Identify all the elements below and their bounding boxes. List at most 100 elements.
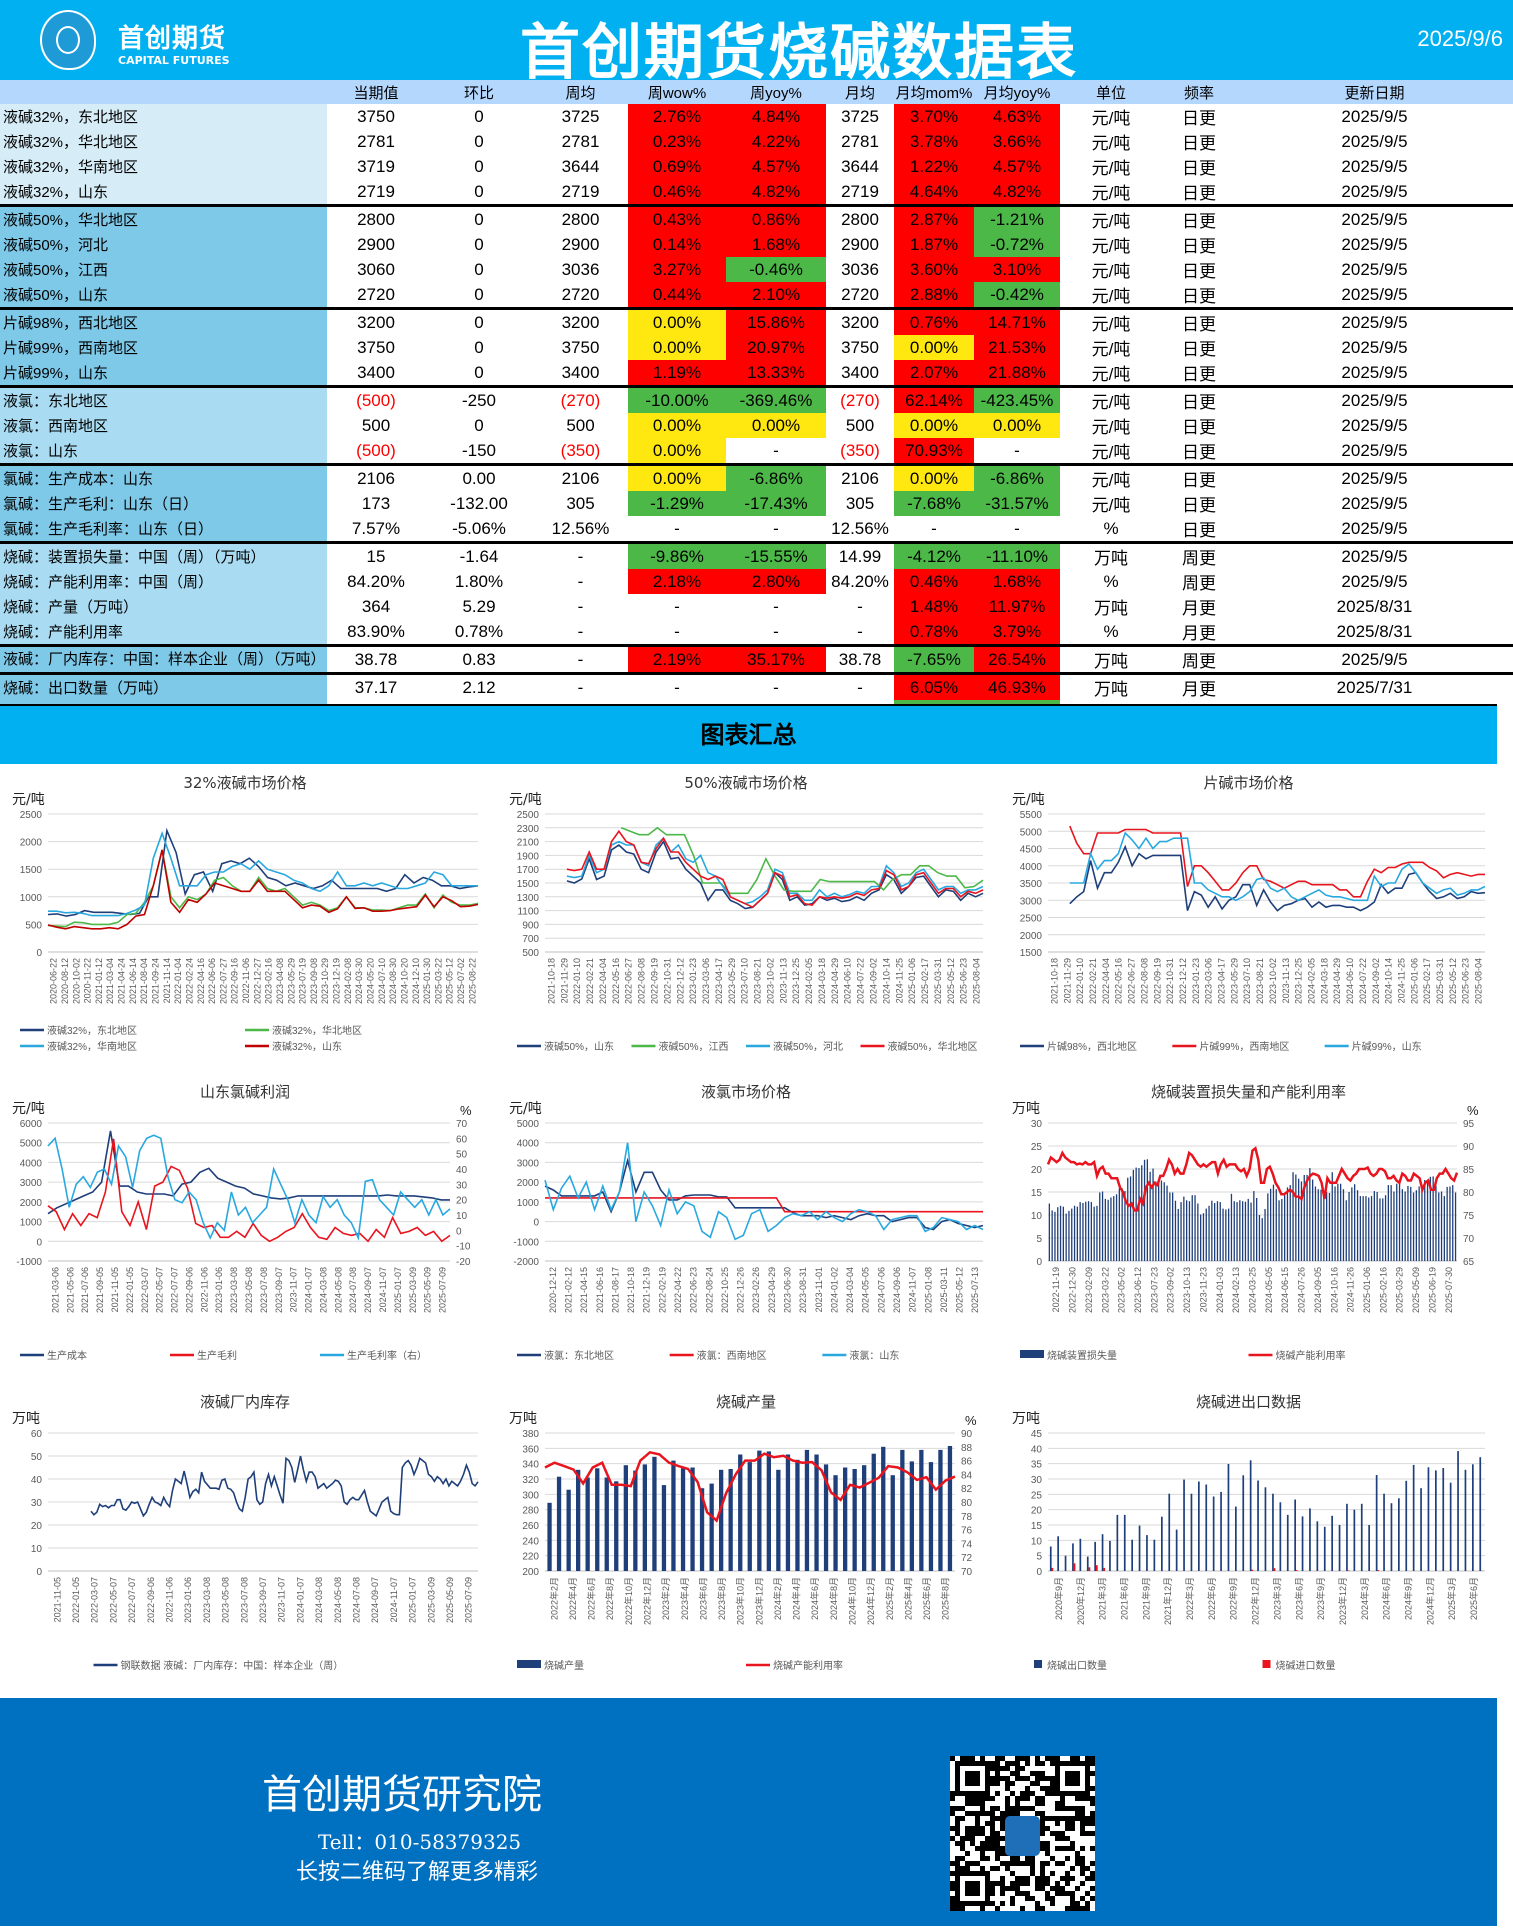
chart-title: 烧碱产量: [716, 1393, 776, 1411]
y-tick-label: 60: [31, 1429, 43, 1440]
bar-mark: [1356, 1190, 1359, 1261]
x-tick-label: 2025年3月: [1446, 1577, 1457, 1620]
x-tick-label: 2021-04-15: [579, 1267, 589, 1313]
bar-mark: [1298, 1178, 1300, 1261]
cell-name: 烧碱：出口数量（万吨）: [0, 672, 327, 700]
y-tick-label: 0: [36, 1237, 42, 1248]
legend-label: 液氯：东北地区: [544, 1349, 614, 1362]
table-row: 液碱50%，华北地区 2800 0 2800 0.43% 0.86% 2800 2.87% -1…: [0, 204, 1513, 232]
bar-mark: [1384, 1195, 1387, 1261]
x-tick-label: 2025-02-16: [1378, 1267, 1388, 1313]
cell-wow: 0.69%: [628, 154, 726, 179]
bar-mark: [623, 1465, 628, 1571]
x-tick-label: 2023-07-08: [239, 1577, 249, 1623]
bar-mark: [1093, 1206, 1095, 1261]
cell-mavg: 3750: [841, 337, 879, 357]
x-tick-label: 2023-03-22: [1100, 1267, 1110, 1313]
x-tick-label: 2021-11-05: [110, 1267, 120, 1312]
y-tick-label: 2000: [20, 1198, 43, 1209]
bar-mark: [1382, 1198, 1384, 1261]
bar-mark: [1225, 1209, 1227, 1261]
bar-mark: [1212, 1496, 1215, 1571]
x-tick-label: 2021-08-04: [139, 958, 149, 1004]
y-tick-label: 5: [1036, 1234, 1042, 1245]
cell-unit: 元/吨: [1091, 184, 1131, 203]
y-tick-label: 30: [31, 1498, 43, 1509]
bar-mark: [1454, 1192, 1457, 1261]
y2-axis-unit: %: [965, 1413, 977, 1428]
x-tick-label: 2022-05-16: [1114, 958, 1124, 1004]
x-tick-label: 2024年9月: [1403, 1577, 1414, 1620]
cell-mavg: -: [826, 672, 894, 700]
cell-mom: 3.78%: [894, 129, 974, 154]
cell-unit: 元/吨: [1091, 340, 1131, 359]
cell-chg: 0: [474, 156, 484, 176]
y-tick-label: 0: [1036, 1567, 1042, 1578]
cell-mom: 2.07%: [894, 360, 974, 387]
bar-mark: [1314, 1186, 1317, 1261]
cell-chg: 0: [425, 307, 533, 335]
legend-label: 液氯：西南地区: [697, 1349, 767, 1362]
legend-label: 液碱32%，华南地区: [47, 1040, 137, 1053]
cell-name: 液碱50%，山东: [0, 282, 327, 309]
cell-myoy: -1.21%: [974, 204, 1060, 232]
x-tick-label: 2024-11-07: [378, 1267, 388, 1312]
cell-wow: 0.00%: [628, 335, 726, 360]
cell-unit: 元/吨: [1091, 159, 1131, 178]
bar-mark: [604, 1477, 609, 1571]
y-tick-label: 500: [522, 948, 539, 959]
x-tick-label: 2023-03-06: [701, 958, 711, 1004]
cell-mom: 1.22%: [894, 154, 974, 179]
cell-cur: 3060: [357, 259, 395, 279]
cell-date: 2025/9/5: [1341, 415, 1408, 435]
legend-label: 液碱50%，山东: [544, 1040, 614, 1053]
bar-mark: [1200, 1214, 1202, 1261]
chart-caustic-import-export: 烧碱进出口数据 万吨 0 5 10 15 20 25 30 35 40 45 2020年9月 2020年1…: [1000, 1385, 1497, 1691]
qr-code-icon[interactable]: [950, 1756, 1095, 1911]
bar-mark: [1072, 1543, 1074, 1571]
x-tick-label: 2025年2月: [884, 1577, 895, 1620]
x-tick-label: 2025-05-09: [1411, 1267, 1421, 1313]
y-tick-label: 25: [1031, 1142, 1043, 1153]
legend-item: 烧碱产能利用率: [1248, 1349, 1346, 1362]
x-tick-label: 2023-05-02: [1117, 1267, 1127, 1313]
column-header: 当期值: [327, 80, 425, 104]
bar-mark: [1457, 1451, 1459, 1571]
legend-item: 液碱50%，河北: [746, 1040, 843, 1053]
chart-title: 烧碱装置损失量和产能利用率: [1151, 1083, 1346, 1101]
cell-chg: 1.80%: [454, 571, 504, 591]
cell-myoy: 4.63%: [974, 104, 1060, 129]
x-tick-label: 2025-01-07: [393, 1267, 403, 1313]
bar-mark: [1286, 1187, 1289, 1261]
cell-mom: 0.76%: [894, 307, 974, 335]
x-tick-label: 2025-01-30: [422, 958, 432, 1004]
cell-date: 2025/9/5: [1341, 259, 1408, 279]
bar-mark: [823, 1464, 829, 1571]
x-tick-label: 2025年6月: [1468, 1577, 1479, 1620]
footer-slogan: 长按二维码了解更多精彩: [296, 1860, 539, 1885]
bar-mark: [1275, 1189, 1277, 1261]
column-header: 周wow%: [628, 80, 726, 104]
x-tick-label: 2022年6月: [1206, 1577, 1217, 1620]
cell-name: 液氯：山东: [0, 438, 327, 465]
x-tick-label: 2023年9月: [1315, 1577, 1326, 1620]
bar-mark: [576, 1469, 581, 1571]
y-tick-label: 1500: [20, 865, 43, 876]
bar-mark: [1323, 1190, 1325, 1261]
bar-mark: [1272, 1184, 1275, 1261]
cell-mavg: 2106: [826, 463, 894, 491]
cell-name: 氯碱：生产毛利：山东（日）: [0, 491, 327, 516]
cell-date: 2025/9/5: [1236, 463, 1513, 491]
legend-item: 钢联数据 液碱：厂内库存：中国：样本企业（周）: [93, 1659, 343, 1672]
series-line-1: [47, 1138, 451, 1243]
series-line-0: [90, 1455, 479, 1518]
bar-mark: [1427, 1467, 1430, 1571]
cell-mom: 0.78%: [894, 619, 974, 646]
x-tick-label: 2021-10-18: [546, 958, 556, 1004]
series-line-3: [47, 849, 479, 930]
table-row: 烧碱：装置损失量：中国（周）（万吨） 15 -1.64- -9.86% -15.55% 1…: [0, 541, 1513, 569]
x-tick-label: 2022-06-23: [689, 1267, 699, 1313]
x-tick-label: 2022-10-31: [662, 958, 672, 1004]
cell-date: 2025/9/5: [1236, 385, 1513, 413]
